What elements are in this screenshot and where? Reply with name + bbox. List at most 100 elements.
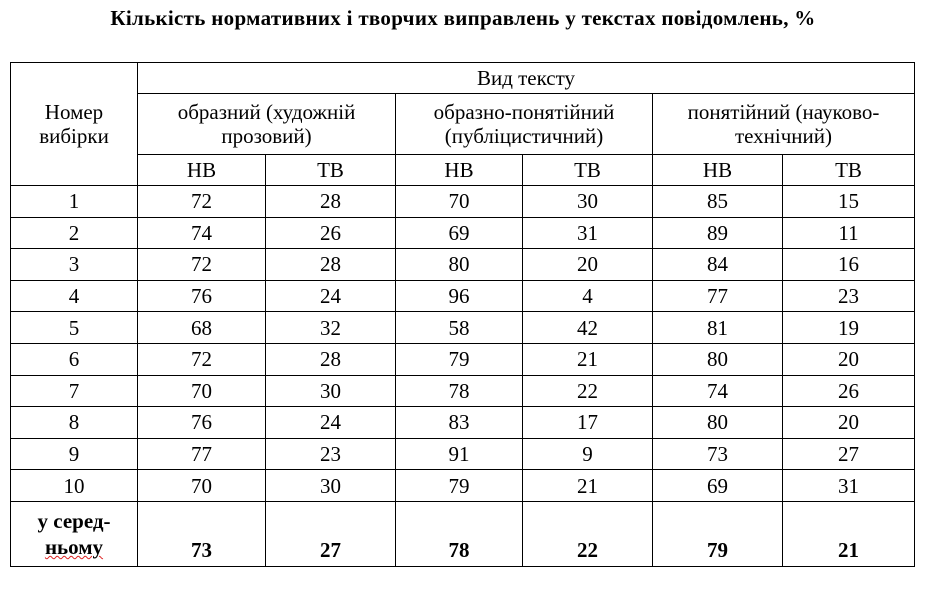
nv-value-cell: 80	[395, 248, 523, 281]
nv-value-cell: 81	[652, 311, 783, 344]
row-header-line1: Номер	[44, 100, 104, 124]
nv-value-cell: 70	[395, 185, 523, 218]
sample-number-cell: 1	[10, 185, 138, 218]
table-row: 10 70 30 79 21 69 31	[10, 469, 915, 502]
average-value: 73	[137, 500, 266, 567]
average-label: у серед- ньому	[10, 500, 138, 567]
table-row: 4 76 24 96 4 77 23	[10, 279, 915, 313]
tv-value-cell: 24	[265, 406, 396, 439]
sample-number-cell: 9	[10, 437, 138, 471]
sample-number-cell: 5	[10, 311, 138, 344]
nv-value-cell: 80	[652, 342, 783, 376]
tv-value-cell: 32	[265, 311, 396, 344]
nv-value-cell: 85	[652, 185, 783, 218]
group-header-text-type: Вид тексту	[137, 62, 915, 94]
tv-value-cell: 4	[522, 279, 653, 313]
subgroup-line2: прозовий)	[221, 124, 312, 148]
subgroup-line1: образний (художній	[177, 100, 356, 124]
average-value: 21	[782, 500, 915, 567]
tv-value-cell: 17	[522, 406, 653, 439]
tv-value-cell: 28	[265, 342, 396, 376]
tv-value-cell: 30	[265, 469, 396, 502]
nv-value-cell: 79	[395, 469, 523, 502]
subgroup-line2: технічний)	[734, 124, 833, 148]
nv-value-cell: 70	[137, 469, 266, 502]
sample-number-cell: 2	[10, 216, 138, 250]
tv-value-cell: 26	[782, 374, 915, 408]
average-value: 78	[395, 500, 523, 567]
subgroup-line2: (публіцистичний)	[444, 124, 604, 148]
tv-value-cell: 20	[522, 248, 653, 281]
tv-value-cell: 21	[522, 342, 653, 376]
tv-value-cell: 19	[782, 311, 915, 344]
tv-value-cell: 20	[782, 406, 915, 439]
tv-value-cell: 26	[265, 216, 396, 250]
tv-value-cell: 11	[782, 216, 915, 250]
tv-value-cell: 22	[522, 374, 653, 408]
col-header-nv: НВ	[652, 154, 783, 186]
nv-value-cell: 83	[395, 406, 523, 439]
nv-value-cell: 72	[137, 185, 266, 218]
nv-value-cell: 72	[137, 342, 266, 376]
tv-value-cell: 9	[522, 437, 653, 471]
col-header-tv: ТВ	[782, 154, 915, 186]
sample-number-cell: 7	[10, 374, 138, 408]
corrections-table: Номер вибірки Вид тексту образний (худож…	[10, 62, 915, 567]
nv-value-cell: 77	[652, 279, 783, 313]
tv-value-cell: 16	[782, 248, 915, 281]
tv-value-cell: 20	[782, 342, 915, 376]
nv-value-cell: 72	[137, 248, 266, 281]
table-row: 6 72 28 79 21 80 20	[10, 342, 915, 376]
subgroup-header-scientific: понятійний (науково- технічний)	[652, 93, 915, 155]
sample-number-cell: 6	[10, 342, 138, 376]
nv-value-cell: 70	[137, 374, 266, 408]
nv-value-cell: 78	[395, 374, 523, 408]
subgroup-line1: понятійний (науково-	[687, 100, 880, 124]
table-row: 1 72 28 70 30 85 15	[10, 185, 915, 218]
col-header-tv: ТВ	[522, 154, 653, 186]
nv-value-cell: 68	[137, 311, 266, 344]
table-row: 7 70 30 78 22 74 26	[10, 374, 915, 408]
tv-value-cell: 21	[522, 469, 653, 502]
subgroup-header-figurative: образний (художній прозовий)	[137, 93, 396, 155]
nv-value-cell: 74	[137, 216, 266, 250]
tv-value-cell: 30	[522, 185, 653, 218]
table-row: 2 74 26 69 31 89 11	[10, 216, 915, 250]
nv-value-cell: 73	[652, 437, 783, 471]
average-label-line1: у серед-	[37, 508, 111, 533]
tv-value-cell: 28	[265, 185, 396, 218]
average-label-line2: ньому	[44, 534, 104, 559]
tv-value-cell: 24	[265, 279, 396, 313]
table-row: 9 77 23 91 9 73 27	[10, 437, 915, 471]
nv-value-cell: 79	[395, 342, 523, 376]
nv-value-cell: 74	[652, 374, 783, 408]
tv-value-cell: 31	[782, 469, 915, 502]
col-header-tv: ТВ	[265, 154, 396, 186]
nv-value-cell: 84	[652, 248, 783, 281]
subgroup-header-journalistic: образно-понятійний (публіцистичний)	[395, 93, 653, 155]
average-row: у серед- ньому 73 27 78 22 79 21	[10, 500, 915, 567]
tv-value-cell: 23	[782, 279, 915, 313]
table-row: 8 76 24 83 17 80 20	[10, 406, 915, 439]
row-header-sample-number: Номер вибірки	[10, 62, 138, 186]
sample-number-cell: 3	[10, 248, 138, 281]
average-value: 27	[265, 500, 396, 567]
tv-value-cell: 42	[522, 311, 653, 344]
table-row: 3 72 28 80 20 84 16	[10, 248, 915, 281]
col-header-nv: НВ	[137, 154, 266, 186]
tv-value-cell: 15	[782, 185, 915, 218]
table-title: Кількість нормативних і творчих виправле…	[110, 6, 816, 30]
nv-value-cell: 69	[652, 469, 783, 502]
tv-value-cell: 23	[265, 437, 396, 471]
sample-number-cell: 8	[10, 406, 138, 439]
row-header-line2: вибірки	[39, 124, 109, 148]
subgroup-line1: образно-понятійний	[433, 100, 615, 124]
nv-value-cell: 58	[395, 311, 523, 344]
nv-value-cell: 89	[652, 216, 783, 250]
average-value: 22	[522, 500, 653, 567]
nv-value-cell: 80	[652, 406, 783, 439]
average-value: 79	[652, 500, 783, 567]
tv-value-cell: 31	[522, 216, 653, 250]
sample-number-cell: 10	[10, 469, 138, 502]
table-row: 5 68 32 58 42 81 19	[10, 311, 915, 344]
